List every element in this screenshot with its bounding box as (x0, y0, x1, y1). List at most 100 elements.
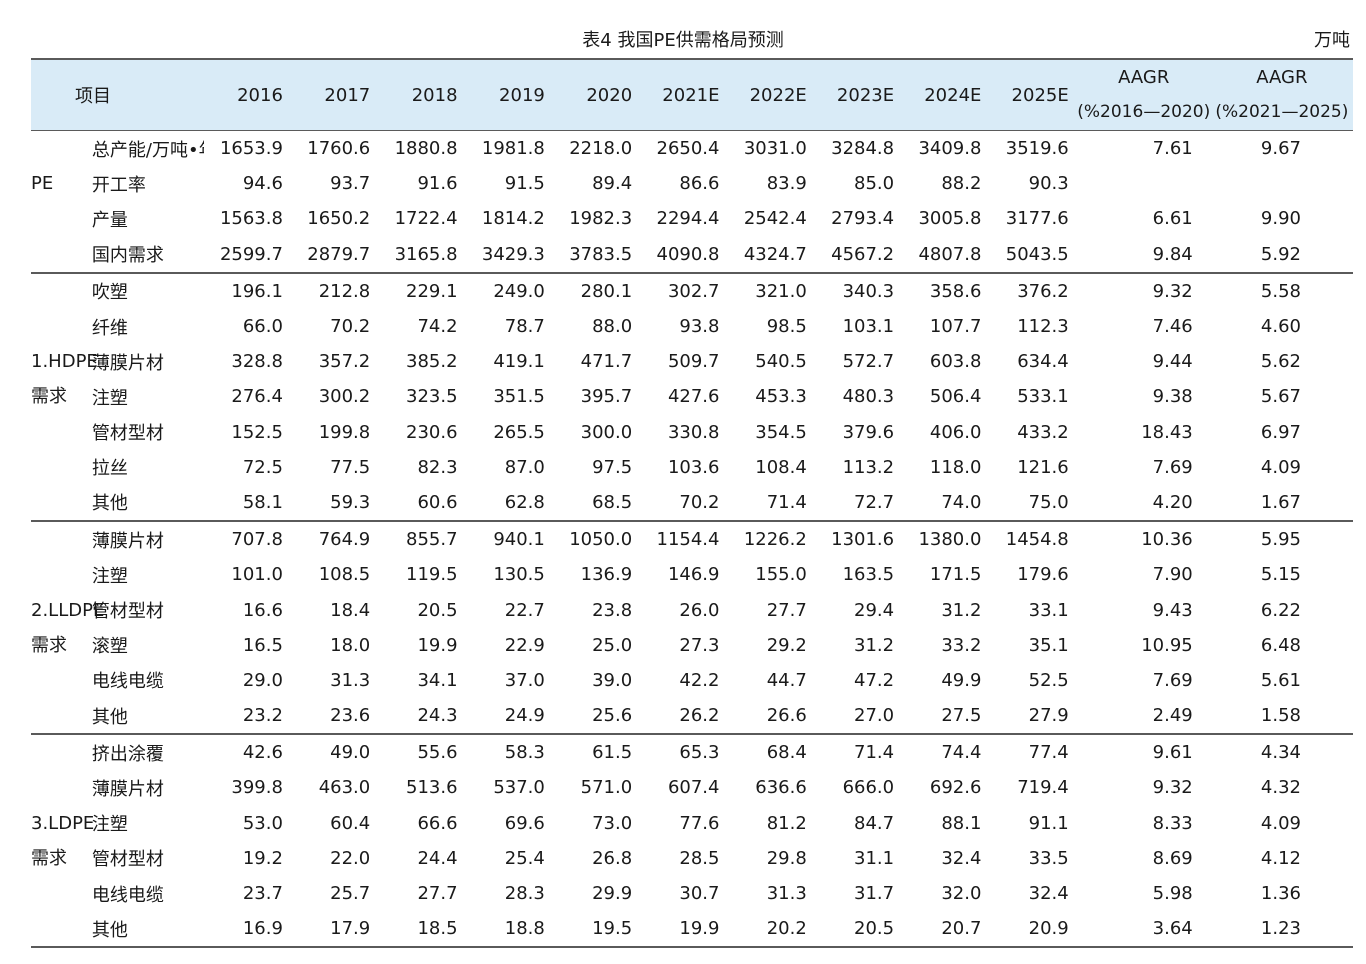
aagr-2016-2020-cell: 10.95 (1141, 634, 1193, 656)
value-cell: 24.4 (417, 847, 458, 869)
item-label: 薄膜片材 (91, 352, 164, 374)
value-cell: 24.3 (378, 698, 466, 736)
aagr-2016-2020-cell: 18.43 (1141, 421, 1193, 443)
value-cell: 196.1 (231, 280, 283, 302)
item-label: 其他 (89, 698, 204, 736)
value-cell: 91.5 (504, 173, 545, 195)
value-cell: 537.0 (493, 777, 545, 799)
value-cell: 88.2 (941, 173, 982, 195)
value-cell: 136.9 (580, 564, 633, 586)
table-row: 需求 管材型材 19.2 22.0 24.4 25.4 26.8 28.5 29.8 31.1 32… (31, 841, 1353, 876)
aagr-2016-2020-cell: 9.32 (1152, 280, 1193, 302)
aagr-2016-2020-cell: 9.32 (1152, 777, 1193, 799)
item-label: 其他 (89, 484, 204, 523)
aagr-2016-2020-cell (1077, 166, 1211, 201)
value-cell: 358.6 (929, 280, 982, 302)
value-cell: 108.5 (318, 564, 371, 586)
aagr-2016-2020-cell: 10.36 (1141, 529, 1193, 551)
value-cell: 265.5 (493, 421, 545, 443)
value-cell: 3284.8 (831, 138, 895, 160)
value-cell: 112.3 (1017, 316, 1069, 338)
aagr-2021-2025-cell: 5.15 (1260, 564, 1301, 586)
value-cell: 399.8 (231, 777, 283, 799)
value-cell: 18.8 (465, 911, 553, 949)
item-label: 电线电缆 (91, 884, 164, 906)
table-row: 需求 滚塑 16.5 18.0 19.9 22.9 25.0 27.3 29.2 31.2 33.2… (31, 628, 1353, 663)
item-label: 滚塑 (91, 636, 128, 658)
value-cell: 31.3 (766, 883, 807, 905)
value-cell: 433.2 (1017, 421, 1069, 443)
group-label (31, 201, 90, 236)
value-cell: 44.7 (766, 669, 807, 691)
value-cell: 58.3 (504, 742, 545, 764)
value-cell: 113.2 (842, 456, 895, 478)
group-label (31, 663, 90, 698)
table-section: 挤出涂覆 42.6 49.0 55.6 58.3 61.5 65.3 68.4 71.4 74.4… (31, 734, 1353, 949)
value-cell: 49.9 (941, 669, 982, 691)
value-cell: 1301.6 (831, 529, 895, 551)
header-year: 2018 (378, 58, 466, 131)
value-cell: 89.4 (592, 173, 633, 195)
group-label: 1.HDPE (31, 351, 98, 373)
value-cell: 23.7 (242, 883, 283, 905)
aagr-2021-2025-cell: 5.61 (1260, 669, 1301, 691)
header-aagr-2021-2025: AAGR (%2021—2025) (1210, 58, 1353, 131)
aagr-title: AAGR (1256, 67, 1308, 88)
value-cell: 1722.4 (394, 208, 458, 230)
value-cell: 32.0 (941, 883, 982, 905)
item-label: 总产能/万吨•年-1 (91, 139, 204, 161)
value-cell: 419.1 (493, 351, 545, 373)
value-cell: 31.1 (854, 847, 895, 869)
value-cell: 29.9 (592, 883, 633, 905)
value-cell: 199.8 (318, 421, 371, 443)
value-cell: 4090.8 (640, 236, 728, 274)
value-cell: 22.7 (504, 599, 545, 621)
value-cell: 119.5 (406, 564, 458, 586)
value-cell: 69.6 (504, 812, 545, 834)
value-cell: 163.5 (842, 564, 895, 586)
aagr-title: AAGR (1118, 67, 1170, 88)
value-cell: 19.2 (242, 847, 283, 869)
value-cell: 1650.2 (307, 208, 371, 230)
value-cell: 101.0 (231, 564, 283, 586)
value-cell: 77.5 (330, 456, 371, 478)
value-cell: 91.6 (417, 173, 458, 195)
group-label: 需求 (31, 386, 67, 408)
item-label: 薄膜片材 (91, 778, 164, 800)
value-cell: 85.0 (854, 173, 895, 195)
value-cell: 26.0 (679, 599, 720, 621)
value-cell: 74.0 (902, 484, 990, 523)
aagr-2016-2020-cell: 9.44 (1152, 351, 1193, 373)
value-cell: 17.9 (290, 911, 379, 949)
value-cell: 3005.8 (918, 208, 982, 230)
aagr-2021-2025-cell: 5.92 (1210, 236, 1353, 274)
value-cell: 707.8 (231, 529, 283, 551)
value-cell: 52.5 (1028, 669, 1069, 691)
aagr-2021-2025-cell: 4.09 (1260, 456, 1301, 478)
value-cell: 323.5 (406, 386, 458, 408)
value-cell: 480.3 (842, 386, 895, 408)
aagr-2021-2025-cell (1211, 166, 1353, 201)
header-year: 2021E (640, 58, 728, 131)
header-year: 2023E (814, 58, 903, 131)
aagr-2016-2020-cell: 8.33 (1152, 812, 1193, 834)
group-label (31, 236, 90, 274)
value-cell: 33.1 (1028, 599, 1069, 621)
item-label: 挤出涂覆 (91, 743, 164, 765)
table-row: 薄膜片材 399.8 463.0 513.6 537.0 571.0 607.4 636.6 6… (31, 770, 1353, 805)
header-item: 项目 (31, 58, 204, 131)
value-cell: 22.0 (330, 847, 371, 869)
value-cell: 146.9 (667, 564, 720, 586)
table-row: 1.HDPE 薄膜片材 328.8 357.2 385.2 419.1 471.7 509.7… (31, 344, 1353, 379)
value-cell: 26.6 (727, 698, 815, 736)
header-year: 2022E (727, 58, 815, 131)
value-cell: 87.0 (504, 456, 545, 478)
value-cell: 471.7 (580, 351, 633, 373)
value-cell: 35.1 (1028, 634, 1069, 656)
value-cell: 28.5 (679, 847, 720, 869)
aagr-2021-2025-cell: 9.90 (1260, 208, 1301, 230)
header-year: 2017 (290, 58, 379, 131)
table-row: 其他 23.2 23.6 24.3 24.9 25.6 26.2 26.6 27.0 27.5 27… (31, 698, 1353, 736)
value-cell: 2542.4 (743, 208, 807, 230)
value-cell: 81.2 (766, 812, 807, 834)
